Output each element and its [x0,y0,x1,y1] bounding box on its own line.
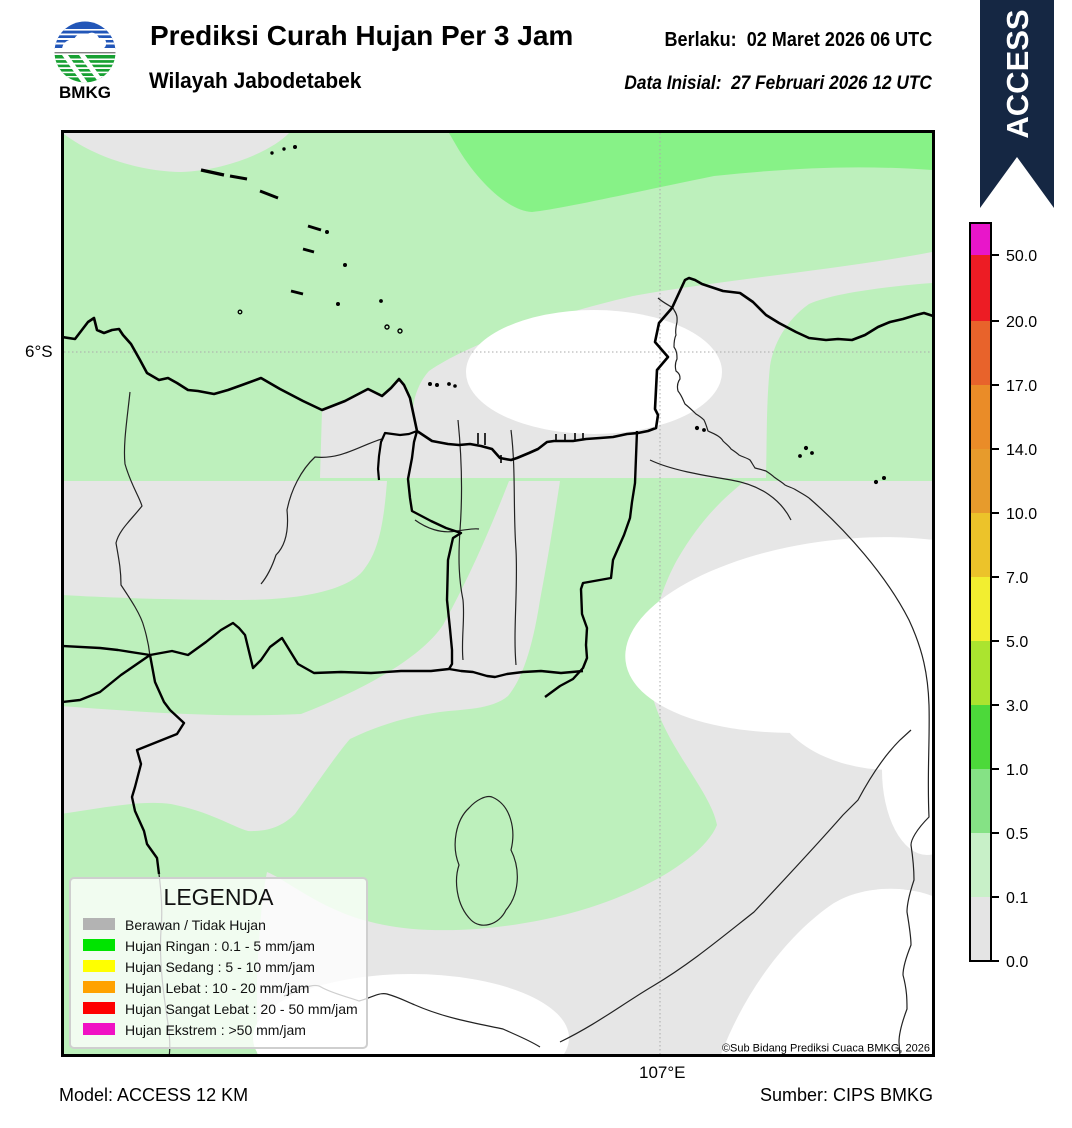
svg-text:10.0: 10.0 [1006,506,1037,523]
svg-text:3.0: 3.0 [1006,698,1028,715]
svg-text:17.0: 17.0 [1006,378,1037,395]
svg-text:©Sub Bidang Prediksi Cuaca BMK: ©Sub Bidang Prediksi Cuaca BMKG, 2026 [722,1043,930,1055]
svg-text:5.0: 5.0 [1006,634,1028,651]
svg-text:7.0: 7.0 [1006,570,1028,587]
svg-text:ACCESS: ACCESS [1000,9,1035,138]
svg-text:0.1: 0.1 [1006,890,1028,907]
svg-text:1.0: 1.0 [1006,762,1028,779]
svg-text:14.0: 14.0 [1006,442,1037,459]
svg-text:0.5: 0.5 [1006,826,1028,843]
svg-text:50.0: 50.0 [1006,248,1037,265]
svg-text:20.0: 20.0 [1006,314,1037,331]
svg-text:0.0: 0.0 [1006,954,1028,971]
